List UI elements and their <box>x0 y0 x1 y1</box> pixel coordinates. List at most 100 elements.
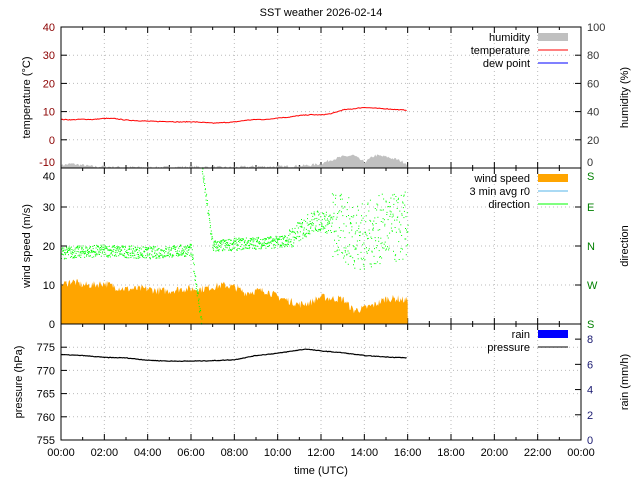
direction-point <box>317 230 319 232</box>
direction-point <box>385 200 387 202</box>
direction-point <box>300 239 302 241</box>
direction-point <box>218 250 220 252</box>
direction-point <box>275 235 277 237</box>
direction-point <box>257 237 259 239</box>
direction-point <box>82 251 84 253</box>
direction-point <box>252 241 254 243</box>
direction-point <box>331 193 333 195</box>
direction-point <box>70 251 72 253</box>
direction-point <box>283 237 285 239</box>
direction-point <box>312 224 314 226</box>
direction-point <box>203 175 205 177</box>
direction-point <box>87 248 89 250</box>
y-tick-label: 20 <box>43 241 55 253</box>
direction-point <box>258 242 260 244</box>
direction-point <box>96 244 98 246</box>
direction-point <box>203 181 204 183</box>
direction-point <box>245 237 247 239</box>
direction-point <box>221 240 223 242</box>
direction-point <box>270 241 271 243</box>
direction-point <box>227 242 229 244</box>
direction-point <box>121 245 123 247</box>
direction-point <box>168 250 170 252</box>
direction-point <box>104 251 106 253</box>
direction-point <box>94 252 96 254</box>
direction-point <box>213 241 215 243</box>
legend-label: 3 min avg r0 <box>469 186 530 198</box>
direction-point <box>88 252 90 254</box>
direction-point <box>225 239 227 241</box>
legend-swatch-wind-speed <box>538 174 568 182</box>
direction-point <box>260 239 262 240</box>
direction-point <box>180 245 182 247</box>
direction-point <box>123 255 125 257</box>
direction-point <box>158 255 160 257</box>
direction-point <box>317 210 319 212</box>
direction-point <box>200 322 202 324</box>
direction-point <box>103 249 105 251</box>
direction-point <box>240 249 242 251</box>
direction-point <box>237 244 239 246</box>
direction-point <box>127 252 128 254</box>
direction-point <box>117 246 119 248</box>
direction-point <box>219 242 221 244</box>
direction-point <box>364 248 366 250</box>
direction-point <box>324 231 326 233</box>
direction-point <box>292 231 294 233</box>
direction-point <box>74 249 76 251</box>
direction-point <box>387 237 389 239</box>
direction-point <box>112 254 113 256</box>
direction-point <box>274 238 276 240</box>
direction-point <box>231 248 233 250</box>
direction-point <box>117 247 119 249</box>
direction-point <box>186 247 188 249</box>
direction-point <box>155 246 157 248</box>
direction-point <box>379 256 380 258</box>
direction-point <box>291 228 293 230</box>
direction-point <box>276 237 278 239</box>
direction-point <box>365 233 367 235</box>
direction-point <box>301 225 303 227</box>
direction-point <box>69 247 71 249</box>
direction-point <box>217 241 219 242</box>
direction-point <box>129 248 131 250</box>
direction-point <box>89 255 91 257</box>
direction-point <box>179 254 181 256</box>
direction-point <box>99 251 101 253</box>
direction-point <box>164 256 166 258</box>
direction-point <box>337 235 339 237</box>
direction-point <box>94 254 96 256</box>
direction-point <box>230 239 231 241</box>
direction-point <box>307 218 308 220</box>
direction-point <box>132 255 134 257</box>
direction-point <box>75 255 76 257</box>
direction-point <box>235 237 237 239</box>
direction-point <box>311 224 313 226</box>
direction-point <box>336 243 338 244</box>
direction-point <box>268 238 270 240</box>
direction-point <box>357 258 359 260</box>
direction-point <box>76 251 78 252</box>
direction-point <box>90 249 92 251</box>
direction-point <box>237 239 239 240</box>
direction-point <box>94 245 95 246</box>
direction-point <box>148 247 150 249</box>
direction-point <box>302 234 304 236</box>
direction-point <box>362 217 364 219</box>
direction-point <box>84 256 86 258</box>
y2-tick-label: 60 <box>587 78 599 90</box>
direction-point <box>150 246 152 248</box>
direction-point <box>347 250 349 252</box>
direction-point <box>138 254 139 255</box>
direction-point <box>239 241 241 243</box>
direction-point <box>91 256 93 258</box>
direction-point <box>239 245 241 247</box>
direction-point <box>393 203 395 205</box>
direction-point <box>390 197 392 199</box>
direction-point <box>292 230 294 232</box>
y2-tick-label: 0 <box>587 435 593 447</box>
direction-point <box>100 255 102 257</box>
direction-point <box>178 254 179 256</box>
direction-point <box>331 222 333 224</box>
direction-point <box>71 251 73 253</box>
